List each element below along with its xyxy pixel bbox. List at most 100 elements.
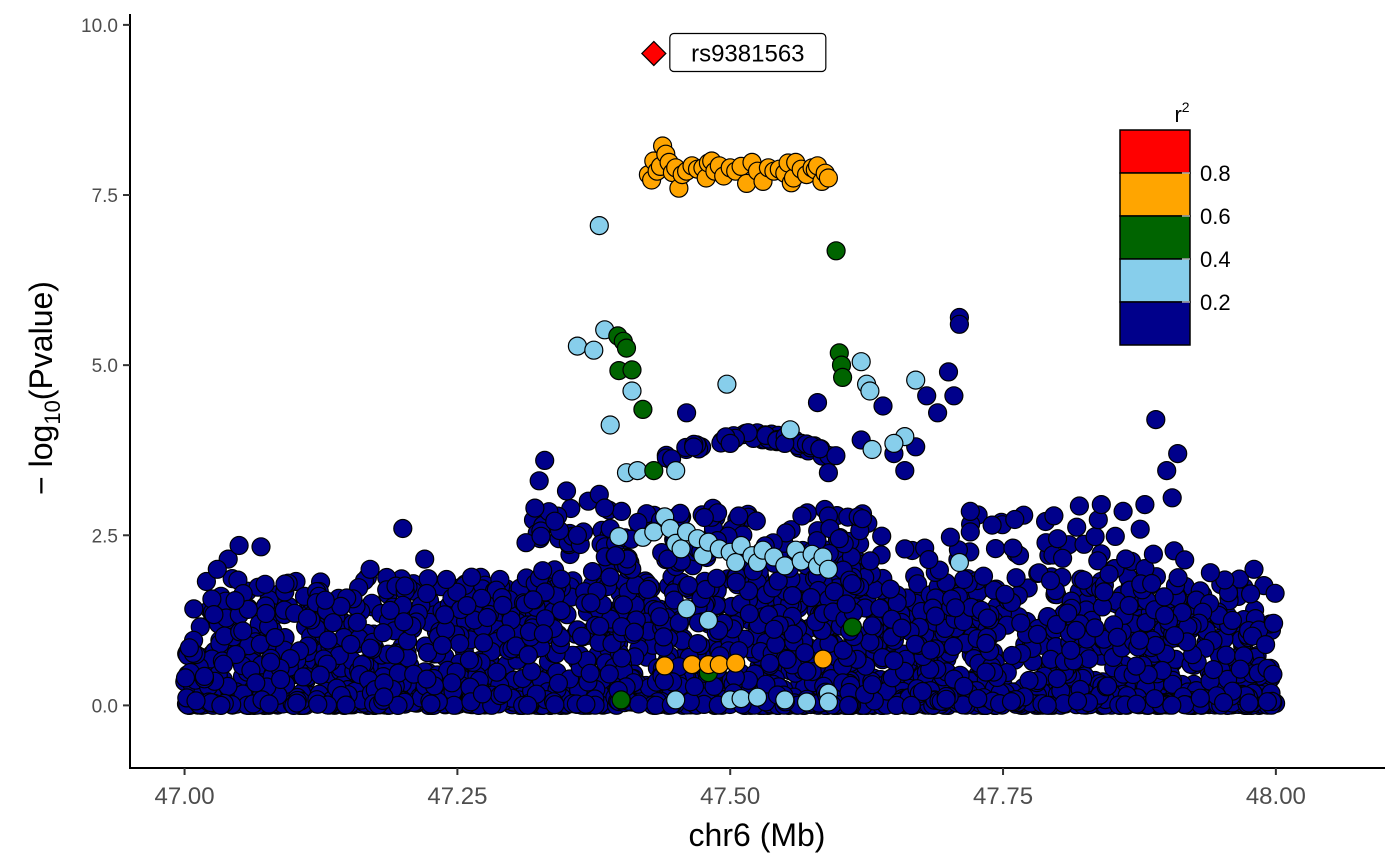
data-point-r2-low — [287, 693, 307, 713]
data-point-r2-0.6-0.8 — [709, 654, 729, 675]
data-point-r2-low — [945, 598, 966, 618]
data-point-r2-low — [1113, 501, 1133, 521]
lead-snp-label: rs9381563 — [691, 40, 804, 67]
legend-swatch — [1119, 215, 1191, 260]
data-point-r2-low — [739, 604, 760, 624]
data-point-r2-low — [1074, 570, 1094, 590]
data-point-r2-0.2-0.4 — [860, 381, 880, 401]
data-point-r2-0.2-0.4 — [851, 352, 871, 372]
data-point-r2-low — [533, 561, 553, 581]
data-point-r2-low — [884, 651, 904, 671]
data-point-r2-low — [1069, 496, 1090, 516]
ticks: 47.00 47.25 47.50 47.75 48.00 0.0 2.5 5.0 7.5 10.… — [81, 16, 1306, 810]
data-point-r2-low — [1099, 564, 1119, 584]
data-point-r2-low — [1094, 582, 1114, 602]
data-point-r2-low — [487, 662, 507, 682]
legend: r2 0.8 0.6 0.4 0.2 — [1119, 99, 1231, 346]
data-point-r2-low — [807, 393, 828, 413]
data-point-r2-low — [1129, 630, 1150, 650]
data-point-r2-low — [315, 590, 335, 610]
data-point-r2-low — [435, 605, 455, 625]
data-point-r2-low — [1085, 618, 1105, 638]
data-point-r2-0.4-0.6 — [616, 338, 637, 358]
data-point-r2-low — [360, 638, 380, 658]
data-point-r2-low — [797, 661, 817, 681]
data-point-r2-0.2-0.4 — [747, 687, 768, 707]
data-point-r2-low — [977, 608, 998, 628]
data-point-r2-low — [233, 621, 253, 641]
data-point-r2-low — [810, 439, 830, 459]
data-point-r2-low — [873, 396, 893, 416]
data-point-r2-low — [186, 691, 206, 711]
data-point-r2-0.2-0.4 — [671, 539, 691, 559]
data-point-r2-low — [658, 549, 678, 569]
data-point-r2-low — [1240, 584, 1261, 604]
data-point-r2-low — [175, 668, 196, 688]
data-point-r2-low — [746, 511, 766, 531]
legend-swatch — [1119, 301, 1191, 346]
data-point-r2-low — [895, 539, 915, 559]
data-point-r2-low — [707, 568, 727, 588]
x-tick-label: 47.50 — [700, 783, 760, 810]
data-point-r2-0.2-0.4 — [584, 340, 604, 360]
data-point-r2-low — [960, 501, 980, 521]
data-point-r2-low — [872, 526, 892, 546]
data-point-r2-low — [472, 684, 493, 704]
data-point-r2-low — [1047, 529, 1068, 549]
data-point-r2-low — [1006, 568, 1026, 588]
data-point-r2-low — [204, 604, 224, 625]
data-point-r2-low — [870, 598, 890, 618]
data-point-r2-0.2-0.4 — [775, 556, 795, 576]
data-point-r2-low — [892, 618, 912, 638]
data-point-r2-low — [917, 386, 937, 406]
data-point-r2-0.2-0.4 — [818, 559, 839, 579]
data-point-r2-low — [1162, 674, 1183, 694]
data-point-r2-low — [459, 650, 479, 670]
data-point-r2-low — [954, 676, 974, 696]
data-point-r2-0.2-0.4 — [818, 692, 839, 712]
data-point-r2-low — [611, 501, 632, 521]
legend-label: 0.6 — [1200, 204, 1231, 229]
data-point-r2-low — [938, 362, 959, 382]
data-point-r2-low — [895, 461, 915, 481]
data-point-r2-low — [1164, 626, 1185, 646]
data-point-r2-low — [551, 569, 571, 589]
data-point-r2-0.2-0.4 — [676, 599, 697, 619]
y-tick-label: 2.5 — [92, 526, 118, 547]
data-point-r2-low — [1001, 691, 1022, 712]
data-point-r2-low — [551, 601, 571, 621]
data-point-r2-low — [826, 446, 846, 466]
data-point-r2-0.2-0.4 — [780, 420, 800, 440]
data-point-r2-low — [629, 694, 649, 714]
data-point-r2-low — [1168, 568, 1188, 588]
data-point-r2-low — [1162, 695, 1182, 715]
data-point-r2-low — [179, 638, 199, 658]
data-point-r2-low — [1116, 549, 1136, 569]
data-point-r2-low — [1019, 670, 1039, 691]
legend-label: 0.8 — [1200, 161, 1231, 186]
data-point-r2-low — [347, 612, 367, 632]
data-point-r2-low — [694, 507, 714, 528]
data-point-r2-low — [1216, 645, 1236, 665]
data-point-r2-low — [995, 584, 1015, 604]
data-point-r2-low — [842, 574, 862, 594]
data-point-r2-0.2-0.4 — [666, 690, 686, 710]
x-tick-label: 48.00 — [1246, 783, 1306, 810]
data-point-r2-0.6-0.8 — [682, 654, 702, 675]
data-point-r2-low — [417, 669, 437, 689]
data-point-r2-low — [818, 463, 839, 483]
data-point-r2-low — [829, 529, 849, 549]
data-point-r2-low — [833, 640, 853, 660]
data-point-r2-low — [783, 624, 804, 644]
data-point-r2-low — [624, 622, 645, 642]
data-point-r2-low — [960, 522, 980, 542]
data-point-r2-0.2-0.4 — [862, 439, 882, 460]
data-point-r2-low — [380, 600, 400, 621]
data-point-r2-low — [393, 518, 413, 539]
data-point-r2-low — [726, 572, 746, 592]
data-point-r2-low — [493, 595, 513, 616]
data-point-r2-low — [760, 653, 780, 673]
data-point-r2-low — [764, 619, 784, 639]
data-point-r2-low — [374, 687, 394, 707]
data-point-r2-low — [293, 667, 313, 687]
